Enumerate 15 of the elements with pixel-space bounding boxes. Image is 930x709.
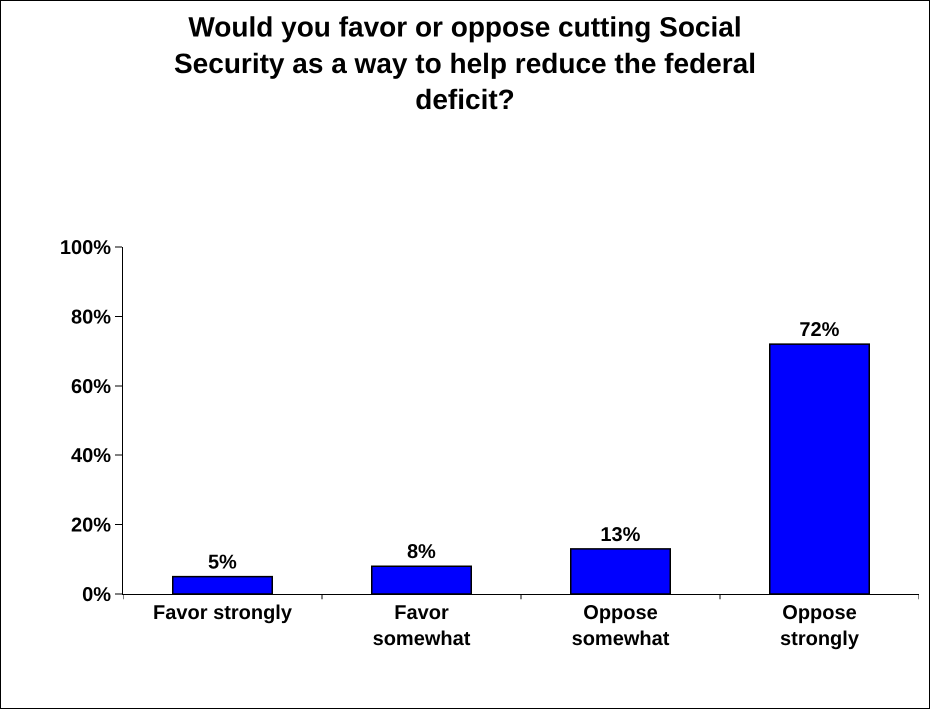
x-tick-label: Favor somewhat [372, 602, 471, 650]
x-tick-label: Oppose strongly [780, 602, 860, 650]
data-label: 5% [208, 552, 238, 574]
data-label: 13% [600, 524, 641, 546]
data-label: 8% [406, 541, 436, 564]
y-tick-label: 100% [60, 237, 112, 259]
chart-title: Would you favor or oppose cutting Social Security as a way to help reduce the federal deficit? [174, 11, 756, 116]
data-label: 72% [799, 319, 840, 342]
x-tick-label: Oppose somewhat [572, 602, 670, 650]
y-tick-label: 60% [70, 376, 112, 398]
y-tick-label: 20% [70, 514, 112, 537]
y-tick-label: 40% [70, 445, 112, 468]
x-tick-label: Favor strongly [153, 602, 293, 624]
y-tick-label: 80% [70, 306, 112, 328]
y-tick-label: 0% [82, 584, 112, 606]
